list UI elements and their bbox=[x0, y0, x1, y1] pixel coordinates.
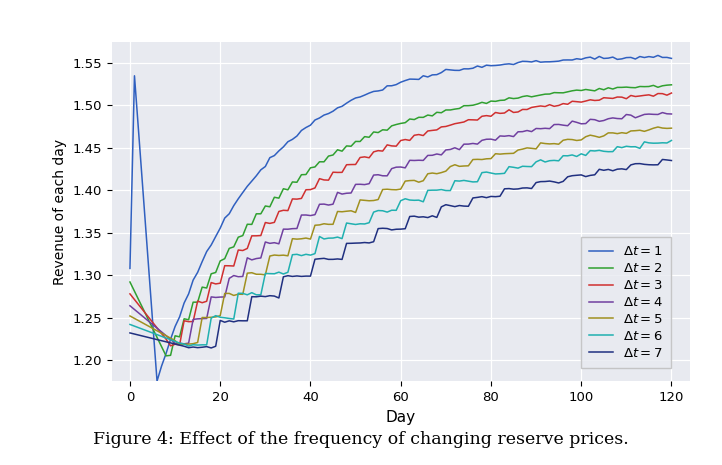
$\Delta t = 1$ bbox=[469, 66, 477, 71]
$\Delta t = 2$ bbox=[635, 84, 644, 89]
$\Delta t = 6$ bbox=[496, 171, 505, 177]
$\Delta t = 3$ bbox=[184, 319, 193, 325]
$\Delta t = 7$ bbox=[207, 345, 216, 351]
$\Delta t = 4$ bbox=[184, 340, 193, 346]
$\Delta t = 4$ bbox=[469, 140, 477, 146]
$\Delta t = 3$ bbox=[496, 111, 505, 116]
$\Delta t = 5$ bbox=[360, 198, 369, 203]
$\Delta t = 4$ bbox=[667, 111, 676, 117]
$\Delta t = 4$ bbox=[126, 303, 134, 309]
$\Delta t = 1$ bbox=[653, 53, 662, 58]
$\Delta t = 4$ bbox=[496, 133, 505, 139]
$\Delta t = 6$ bbox=[469, 179, 477, 185]
$\Delta t = 6$ bbox=[184, 343, 193, 349]
$\Delta t = 3$ bbox=[667, 90, 676, 96]
$\Delta t = 2$ bbox=[667, 82, 676, 87]
$\Delta t = 5$ bbox=[256, 272, 265, 277]
Y-axis label: Revenue of each day: Revenue of each day bbox=[53, 139, 67, 285]
$\Delta t = 6$ bbox=[256, 292, 265, 298]
$\Delta t = 3$ bbox=[635, 93, 644, 99]
$\Delta t = 4$ bbox=[256, 255, 265, 261]
$\Delta t = 2$ bbox=[126, 279, 134, 285]
$\Delta t = 7$ bbox=[126, 330, 134, 336]
X-axis label: Day: Day bbox=[386, 410, 416, 425]
$\Delta t = 7$ bbox=[667, 158, 676, 163]
$\Delta t = 5$ bbox=[653, 124, 662, 130]
$\Delta t = 7$ bbox=[658, 157, 667, 162]
$\Delta t = 7$ bbox=[635, 161, 644, 166]
Line: $\Delta t = 7$: $\Delta t = 7$ bbox=[130, 159, 671, 348]
$\Delta t = 1$ bbox=[667, 56, 676, 61]
$\Delta t = 6$ bbox=[180, 341, 188, 347]
$\Delta t = 2$ bbox=[184, 317, 193, 323]
$\Delta t = 1$ bbox=[635, 54, 644, 60]
$\Delta t = 2$ bbox=[162, 353, 170, 359]
$\Delta t = 6$ bbox=[126, 322, 134, 327]
$\Delta t = 5$ bbox=[667, 126, 676, 131]
$\Delta t = 6$ bbox=[635, 146, 644, 151]
$\Delta t = 5$ bbox=[175, 342, 184, 347]
$\Delta t = 1$ bbox=[153, 379, 162, 384]
$\Delta t = 2$ bbox=[496, 98, 505, 103]
Line: $\Delta t = 4$: $\Delta t = 4$ bbox=[130, 113, 671, 344]
$\Delta t = 2$ bbox=[360, 134, 369, 140]
Line: $\Delta t = 2$: $\Delta t = 2$ bbox=[130, 85, 671, 356]
$\Delta t = 6$ bbox=[360, 221, 369, 227]
$\Delta t = 3$ bbox=[166, 343, 175, 349]
$\Delta t = 1$ bbox=[184, 291, 193, 297]
$\Delta t = 3$ bbox=[469, 117, 477, 123]
$\Delta t = 5$ bbox=[126, 313, 134, 319]
$\Delta t = 3$ bbox=[126, 291, 134, 297]
Line: $\Delta t = 3$: $\Delta t = 3$ bbox=[130, 93, 671, 346]
$\Delta t = 4$ bbox=[635, 113, 644, 119]
$\Delta t = 4$ bbox=[180, 341, 188, 346]
$\Delta t = 5$ bbox=[496, 151, 505, 157]
$\Delta t = 3$ bbox=[360, 154, 369, 159]
Legend: $\Delta t = 1$, $\Delta t = 2$, $\Delta t = 3$, $\Delta t = 4$, $\Delta t = 5$, : $\Delta t = 1$, $\Delta t = 2$, $\Delta … bbox=[581, 237, 671, 368]
$\Delta t = 7$ bbox=[256, 293, 265, 299]
$\Delta t = 1$ bbox=[126, 266, 134, 271]
Line: $\Delta t = 6$: $\Delta t = 6$ bbox=[130, 140, 671, 346]
$\Delta t = 3$ bbox=[256, 233, 265, 239]
Text: Figure 4: Effect of the frequency of changing reserve prices.: Figure 4: Effect of the frequency of cha… bbox=[93, 431, 629, 448]
$\Delta t = 5$ bbox=[469, 157, 477, 162]
$\Delta t = 7$ bbox=[180, 344, 188, 349]
$\Delta t = 2$ bbox=[256, 211, 265, 217]
$\Delta t = 1$ bbox=[496, 62, 505, 68]
$\Delta t = 7$ bbox=[360, 240, 369, 246]
$\Delta t = 1$ bbox=[256, 167, 265, 173]
$\Delta t = 1$ bbox=[360, 93, 369, 98]
$\Delta t = 7$ bbox=[496, 193, 505, 199]
$\Delta t = 5$ bbox=[635, 127, 644, 133]
$\Delta t = 6$ bbox=[667, 138, 676, 143]
$\Delta t = 4$ bbox=[360, 182, 369, 187]
Line: $\Delta t = 5$: $\Delta t = 5$ bbox=[130, 127, 671, 345]
$\Delta t = 2$ bbox=[469, 102, 477, 108]
$\Delta t = 5$ bbox=[184, 341, 193, 347]
$\Delta t = 4$ bbox=[658, 110, 667, 115]
$\Delta t = 7$ bbox=[469, 195, 477, 201]
Line: $\Delta t = 1$: $\Delta t = 1$ bbox=[130, 55, 671, 381]
